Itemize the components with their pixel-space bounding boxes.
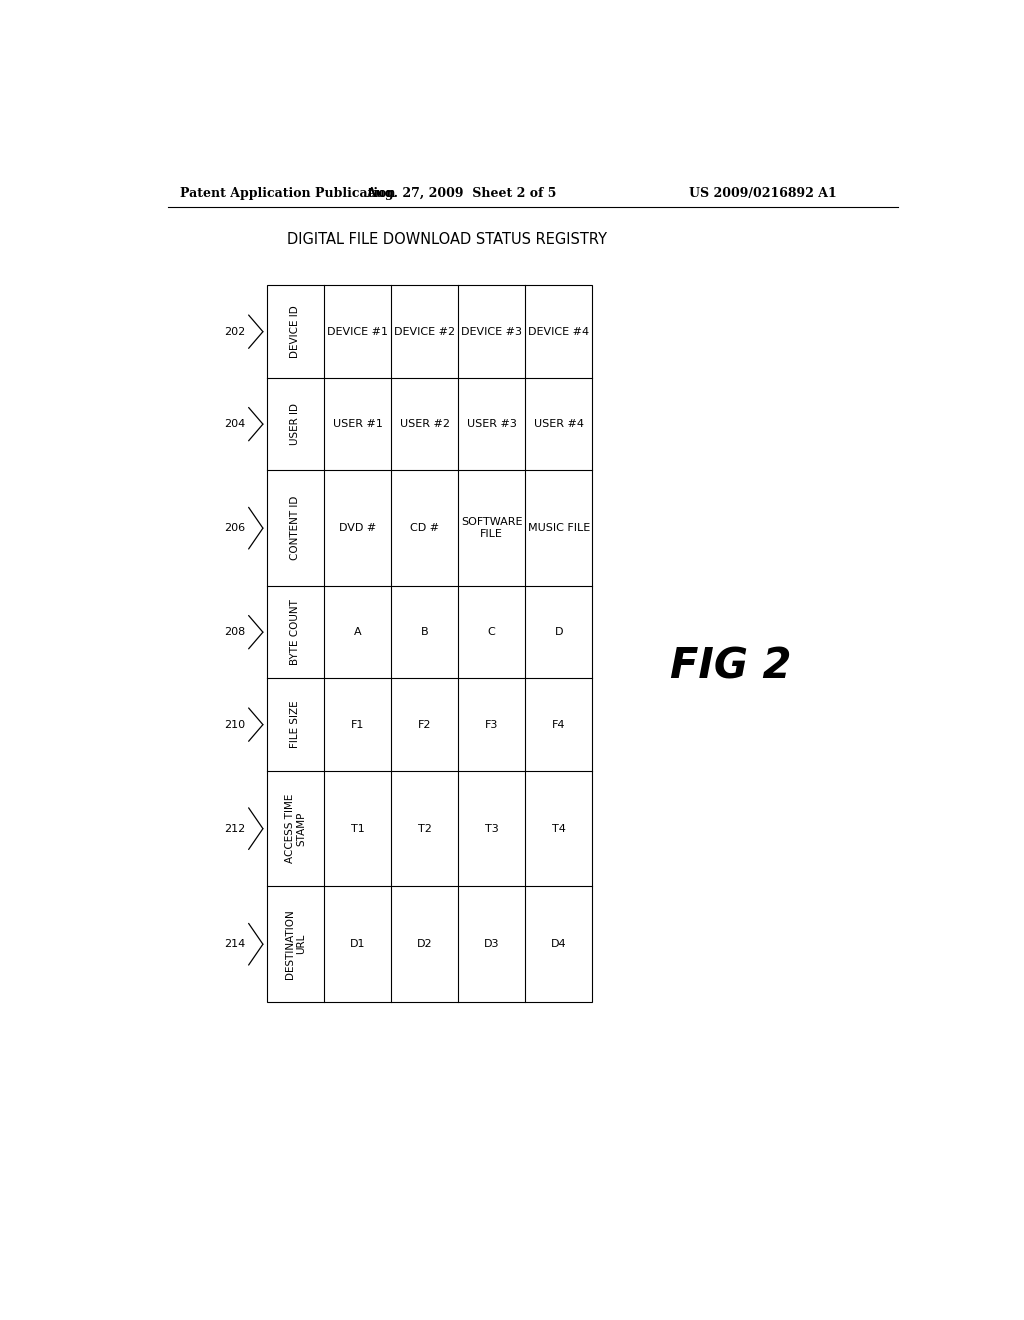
Text: F2: F2 [418,719,431,730]
Bar [267,285,592,1002]
Text: US 2009/0216892 A1: US 2009/0216892 A1 [689,187,837,199]
Text: ACCESS TIME
STAMP: ACCESS TIME STAMP [285,793,306,863]
Text: FIG 2: FIG 2 [671,645,792,688]
Text: D4: D4 [551,940,566,949]
Text: F3: F3 [485,719,499,730]
Text: F1: F1 [351,719,365,730]
Text: D2: D2 [417,940,432,949]
Text: A: A [353,627,361,638]
Text: DEVICE #4: DEVICE #4 [528,326,589,337]
Text: T3: T3 [484,824,499,834]
Text: F4: F4 [552,719,565,730]
Text: 204: 204 [224,420,246,429]
Text: SOFTWARE
FILE: SOFTWARE FILE [461,517,522,539]
Text: DEVICE #3: DEVICE #3 [461,326,522,337]
Text: 210: 210 [224,719,246,730]
Text: DIGITAL FILE DOWNLOAD STATUS REGISTRY: DIGITAL FILE DOWNLOAD STATUS REGISTRY [287,232,606,247]
Text: T1: T1 [350,824,365,834]
Text: DEVICE #2: DEVICE #2 [394,326,456,337]
Text: 206: 206 [224,523,246,533]
Text: DESTINATION
URL: DESTINATION URL [285,909,306,979]
Text: Patent Application Publication: Patent Application Publication [179,187,395,199]
Text: 212: 212 [224,824,246,834]
Text: C: C [487,627,496,638]
Text: FILE SIZE: FILE SIZE [291,701,300,748]
Text: 208: 208 [224,627,246,638]
Text: T2: T2 [418,824,431,834]
Text: USER #1: USER #1 [333,420,383,429]
Text: D: D [554,627,563,638]
Text: MUSIC FILE: MUSIC FILE [527,523,590,533]
Text: USER ID: USER ID [291,403,300,445]
Text: D3: D3 [484,940,500,949]
Text: 214: 214 [224,940,246,949]
Text: DVD #: DVD # [339,523,376,533]
Text: 202: 202 [224,326,246,337]
Text: BYTE COUNT: BYTE COUNT [291,599,300,665]
Text: USER #4: USER #4 [534,420,584,429]
Text: USER #2: USER #2 [399,420,450,429]
Text: CONTENT ID: CONTENT ID [291,496,300,561]
Text: DEVICE #1: DEVICE #1 [327,326,388,337]
Text: T4: T4 [552,824,565,834]
Text: USER #3: USER #3 [467,420,516,429]
Text: DEVICE ID: DEVICE ID [291,305,300,358]
Text: Aug. 27, 2009  Sheet 2 of 5: Aug. 27, 2009 Sheet 2 of 5 [367,187,556,199]
Text: B: B [421,627,428,638]
Text: CD #: CD # [410,523,439,533]
Text: D1: D1 [350,940,366,949]
